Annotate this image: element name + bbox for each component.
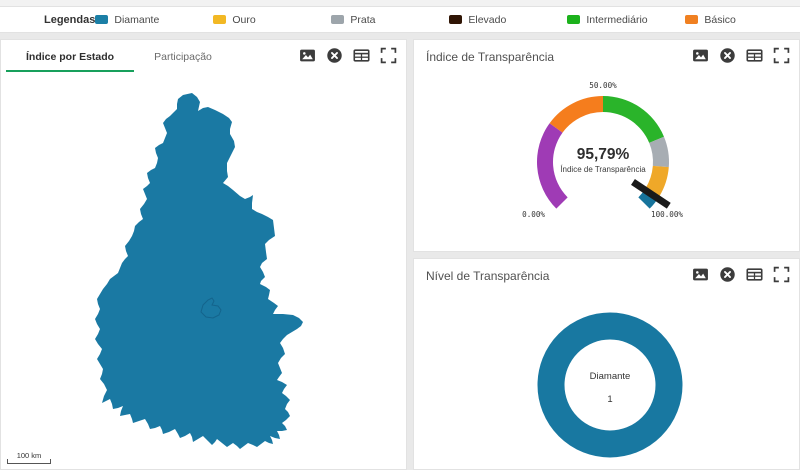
gauge-segment <box>649 136 669 168</box>
legend-label: Básico <box>704 13 736 26</box>
legend-label: Diamante <box>114 13 160 26</box>
table-view-icon[interactable] <box>746 47 763 64</box>
close-icon[interactable] <box>719 266 736 283</box>
export-image-icon[interactable] <box>692 266 709 283</box>
gauge-segment <box>549 96 603 133</box>
legend-items: Diamante Ouro Prata Elevado Intermediário Bás… <box>95 14 800 26</box>
legend-label: Intermediário <box>586 13 648 26</box>
legend-label: Elevado <box>468 13 507 26</box>
legend-swatch <box>95 15 109 24</box>
gauge-tick-mid: 50.00% <box>589 81 617 90</box>
municipality-shape[interactable] <box>200 297 222 319</box>
gauge-segment <box>537 123 568 209</box>
fullscreen-icon[interactable] <box>773 47 790 64</box>
gauge-needle <box>631 179 671 209</box>
tab-participacao[interactable]: Participação <box>154 51 212 63</box>
table-view-icon[interactable] <box>353 47 370 64</box>
legend-item-5: Básico <box>685 14 800 26</box>
legend-item-4: Intermediário <box>567 14 685 26</box>
donut-slice-diamante[interactable] <box>537 312 683 458</box>
donut-panel-title: Nível de Transparência <box>426 269 550 283</box>
table-view-icon[interactable] <box>746 266 763 283</box>
top-strip <box>0 0 800 7</box>
export-image-icon[interactable] <box>692 47 709 64</box>
gauge-tick-min: 0.00% <box>522 210 545 219</box>
fullscreen-icon[interactable] <box>773 266 790 283</box>
gauge-chart: 0.00% 50.00% 100.00% 95,79% Índice de Tr… <box>522 81 683 219</box>
donut-toolbar <box>692 266 790 283</box>
map-panel: Índice por Estado Participação 100 km <box>0 39 407 470</box>
legend-swatch <box>449 15 463 24</box>
donut-panel: Nível de Transparência Diamante 1 <box>413 258 800 470</box>
legend-label: Ouro <box>232 13 256 26</box>
gauge-sublabel: Índice de Transparência <box>560 165 646 174</box>
map-scale: 100 km <box>7 452 51 464</box>
close-icon[interactable] <box>326 47 343 64</box>
donut-chart: Diamante 1 <box>537 312 683 458</box>
close-icon[interactable] <box>719 47 736 64</box>
map-toolbar <box>299 47 397 64</box>
gauge-segments <box>537 96 669 209</box>
legend-label: Prata <box>350 13 376 26</box>
gauge-segment <box>645 165 669 197</box>
legend-swatch <box>685 15 699 24</box>
legend-swatch <box>331 15 345 24</box>
legend-swatch <box>567 15 581 24</box>
legend-item-3: Elevado <box>449 14 567 26</box>
gauge-value: 95,79% <box>577 146 630 163</box>
gauge-panel: Índice de Transparência 0.00% 50.00% 100… <box>413 39 800 252</box>
map-tabs: Índice por Estado Participação <box>6 40 232 72</box>
state-map <box>95 93 303 449</box>
state-shape-tocantins[interactable] <box>95 93 303 449</box>
gauge-segment <box>638 188 660 209</box>
legend-item-1: Ouro <box>213 14 331 26</box>
legend-swatch <box>213 15 227 24</box>
donut-center-value: 1 <box>607 394 612 405</box>
tab-indice-por-estado[interactable]: Índice por Estado <box>6 40 135 72</box>
gauge-tick-max: 100.00% <box>651 210 683 219</box>
legend-item-0: Diamante <box>95 14 213 26</box>
donut-center-label: Diamante <box>590 371 631 382</box>
legend-title: Legendas <box>44 13 96 26</box>
legend-bar: Legendas Diamante Ouro Prata Elevado Interme… <box>0 7 800 33</box>
gauge-panel-title: Índice de Transparência <box>426 50 555 64</box>
map-scale-label: 100 km <box>16 451 42 460</box>
legend-item-2: Prata <box>331 14 449 26</box>
fullscreen-icon[interactable] <box>380 47 397 64</box>
gauge-segment <box>603 96 664 143</box>
gauge-toolbar <box>692 47 790 64</box>
export-image-icon[interactable] <box>299 47 316 64</box>
map-scale-bar <box>7 459 51 464</box>
